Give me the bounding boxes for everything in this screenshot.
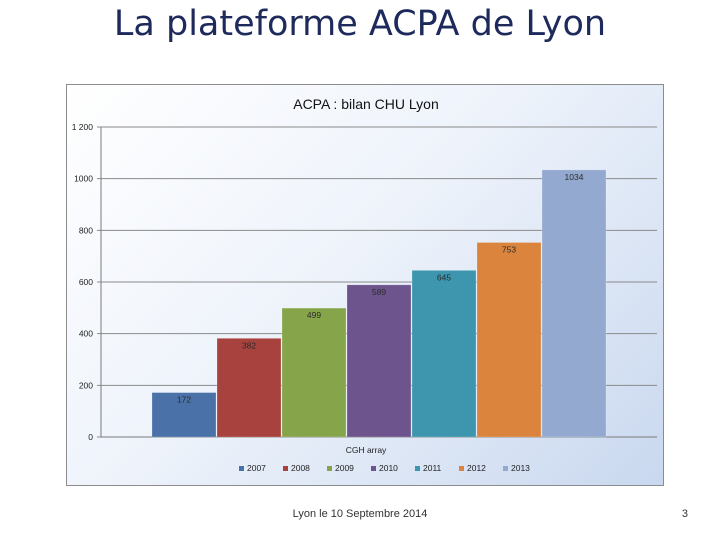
y-tick-label: 800 <box>79 225 93 235</box>
x-axis-label: CGH array <box>346 445 387 455</box>
legend-item-2012: 2012 <box>467 463 486 473</box>
legend-swatch <box>239 466 244 471</box>
legend-swatch <box>327 466 332 471</box>
legend-swatch <box>459 466 464 471</box>
legend-item-2007: 2007 <box>247 463 266 473</box>
bar-2010 <box>346 284 412 438</box>
data-label: 382 <box>242 340 256 350</box>
legend-swatch <box>415 466 420 471</box>
y-tick-label: 0 <box>88 432 93 442</box>
bar-2012 <box>476 242 542 438</box>
legend-item-2010: 2010 <box>379 463 398 473</box>
chart-area: ACPA : bilan CHU Lyon 0 200 400 600 800 1000 1 … <box>66 84 664 486</box>
bar-2013 <box>541 169 607 438</box>
y-tick-label: 1 200 <box>72 122 94 132</box>
chart-title: ACPA : bilan CHU Lyon <box>293 96 439 112</box>
slide-title: La plateforme ACPA de Lyon <box>113 4 607 44</box>
legend-item-2013: 2013 <box>511 463 530 473</box>
slide-footer: Lyon le 10 Septembre 2014 <box>292 508 428 520</box>
bar-2008 <box>216 338 282 438</box>
bar-chart: ACPA : bilan CHU Lyon 0 200 400 600 800 1000 1 … <box>72 96 657 473</box>
bar-2009 <box>281 307 347 438</box>
data-label: 589 <box>372 287 386 297</box>
legend-swatch <box>371 466 376 471</box>
data-label: 753 <box>502 244 516 254</box>
legend-item-2009: 2009 <box>335 463 354 473</box>
bar-2007 <box>151 392 217 438</box>
legend-item-2011: 2011 <box>423 463 442 473</box>
y-tick-label: 200 <box>79 380 93 390</box>
y-tick-label: 400 <box>79 329 93 339</box>
data-label: 499 <box>307 310 321 320</box>
legend-item-2008: 2008 <box>291 463 310 473</box>
data-label: 172 <box>177 395 191 405</box>
data-label: 1034 <box>565 172 584 182</box>
data-label: 645 <box>437 272 451 282</box>
legend-swatch <box>283 466 288 471</box>
y-tick-label: 600 <box>79 277 93 287</box>
legend-swatch <box>503 466 508 471</box>
page-number: 3 <box>681 508 688 520</box>
bar-2011 <box>411 270 477 438</box>
y-tick-label: 1000 <box>74 174 93 184</box>
